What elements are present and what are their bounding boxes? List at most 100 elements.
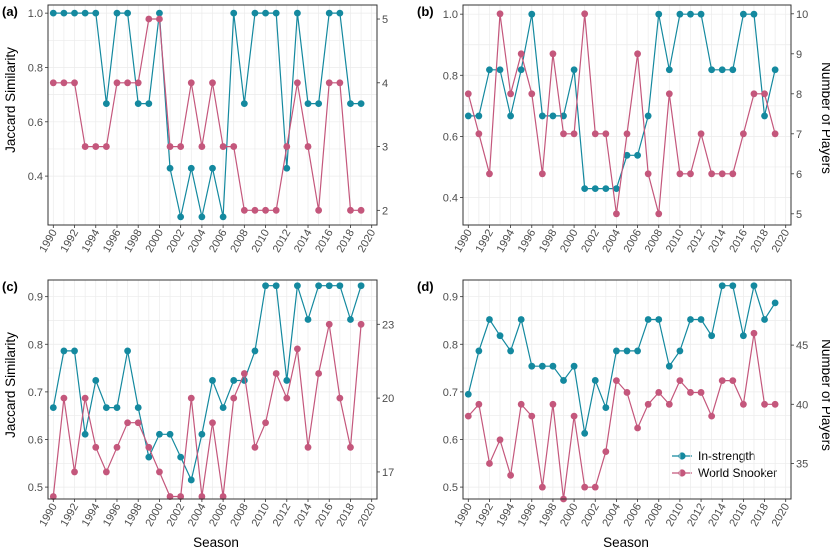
- data-point-world-snooker: [729, 377, 737, 385]
- data-point-in-strength: [156, 430, 163, 438]
- data-point-in-strength: [49, 9, 57, 17]
- data-point-world-snooker: [761, 400, 768, 408]
- x-tick-label: 2016: [727, 228, 750, 255]
- data-point-in-strength: [634, 347, 641, 355]
- data-point-in-strength: [166, 164, 174, 172]
- x-tick-label: 2002: [165, 502, 188, 529]
- x-tick-label: 2006: [622, 502, 645, 529]
- data-point-world-snooker: [262, 206, 269, 214]
- data-point-in-strength: [315, 282, 323, 290]
- y2-tick-label: 5: [382, 14, 388, 26]
- data-point-in-strength: [251, 9, 259, 17]
- data-point-world-snooker: [92, 443, 100, 451]
- data-point-in-strength: [687, 10, 694, 18]
- y-tick-label: 0.4: [443, 193, 458, 205]
- data-point-in-strength: [687, 316, 694, 323]
- data-point-in-strength: [464, 112, 472, 120]
- data-point-in-strength: [665, 66, 673, 74]
- panel-tag: (a): [2, 4, 18, 19]
- data-point-world-snooker: [156, 468, 163, 476]
- x-tick-label: 1990: [37, 502, 60, 529]
- data-point-in-strength: [486, 66, 493, 74]
- data-point-in-strength: [507, 112, 515, 120]
- data-point-world-snooker: [507, 471, 515, 479]
- data-point-world-snooker: [240, 370, 248, 377]
- panel-c: (c) Jaccard Similarity Season 1990199219…: [2, 279, 394, 550]
- data-point-in-strength: [570, 66, 578, 74]
- data-point-in-strength: [219, 213, 227, 221]
- data-point-in-strength: [739, 10, 747, 18]
- data-point-world-snooker: [708, 412, 716, 420]
- data-point-in-strength: [71, 9, 78, 17]
- data-point-world-snooker: [528, 412, 536, 420]
- series-line-in-strength: [467, 283, 776, 434]
- data-point-world-snooker: [697, 389, 705, 396]
- data-point-world-snooker: [739, 130, 747, 138]
- data-point-world-snooker: [644, 400, 652, 408]
- data-point-world-snooker: [528, 90, 536, 98]
- data-point-in-strength: [209, 377, 216, 384]
- data-point-in-strength: [581, 429, 589, 437]
- data-point-world-snooker: [475, 130, 483, 138]
- data-point-world-snooker: [549, 400, 557, 408]
- x-tick-label: 2016: [313, 228, 336, 255]
- y2-axis-title: Number of Players: [819, 62, 830, 174]
- data-point-world-snooker: [634, 50, 641, 58]
- data-point-in-strength: [283, 377, 291, 384]
- y-tick-label: 1.0: [443, 9, 458, 21]
- data-point-world-snooker: [187, 79, 195, 87]
- x-tick-label: 2020: [356, 502, 379, 529]
- data-point-world-snooker: [124, 79, 131, 87]
- data-point-in-strength: [240, 100, 248, 107]
- data-point-in-strength: [262, 9, 269, 17]
- data-point-world-snooker: [81, 143, 89, 150]
- data-point-world-snooker: [145, 443, 153, 451]
- data-point-in-strength: [496, 66, 504, 74]
- x-tick-label: 2014: [292, 502, 315, 529]
- data-point-world-snooker: [623, 389, 631, 396]
- data-point-in-strength: [251, 347, 259, 355]
- x-tick-label: 2004: [186, 228, 209, 255]
- data-point-in-strength: [198, 430, 206, 438]
- data-point-in-strength: [177, 453, 185, 461]
- x-tick-label: 1998: [537, 228, 560, 255]
- x-tick-label: 2002: [579, 228, 602, 255]
- data-point-world-snooker: [739, 400, 747, 408]
- data-point-world-snooker: [60, 79, 68, 87]
- x-tick-label: 2018: [749, 228, 772, 255]
- plot-frame: [47, 279, 378, 500]
- data-point-in-strength: [570, 362, 578, 370]
- data-point-in-strength: [729, 66, 737, 74]
- x-tick-label: 1996: [516, 502, 539, 529]
- x-tick-label: 2010: [664, 228, 687, 255]
- data-point-world-snooker: [219, 143, 227, 150]
- series-line-world-snooker: [52, 324, 362, 498]
- gridlines: [48, 280, 377, 499]
- data-point-in-strength: [272, 9, 280, 17]
- data-point-world-snooker: [591, 483, 599, 491]
- x-tick-label: 2010: [250, 502, 273, 529]
- data-point-world-snooker: [336, 394, 344, 402]
- data-point-world-snooker: [102, 143, 110, 150]
- y2-tick-label: 17: [382, 467, 394, 479]
- x-tick-label: 2012: [685, 502, 708, 529]
- data-point-in-strength: [634, 151, 641, 159]
- y2-tick-label: 5: [796, 209, 802, 221]
- data-point-in-strength: [528, 362, 536, 370]
- data-point-world-snooker: [644, 170, 652, 178]
- data-point-in-strength: [230, 377, 238, 384]
- data-point-in-strength: [771, 66, 779, 74]
- x-tick-label: 2018: [749, 502, 772, 529]
- data-point-world-snooker: [697, 130, 705, 138]
- data-point-world-snooker: [283, 143, 291, 150]
- data-point-world-snooker: [570, 412, 578, 420]
- data-point-in-strength: [517, 66, 525, 74]
- legend-marker-in-strength: [678, 452, 686, 460]
- x-tick-label: 2002: [579, 502, 602, 529]
- x-tick-label: 2008: [643, 228, 666, 255]
- data-point-world-snooker: [517, 400, 525, 408]
- x-tick-label: 2016: [313, 502, 336, 529]
- data-point-in-strength: [124, 9, 131, 17]
- data-point-world-snooker: [347, 443, 354, 451]
